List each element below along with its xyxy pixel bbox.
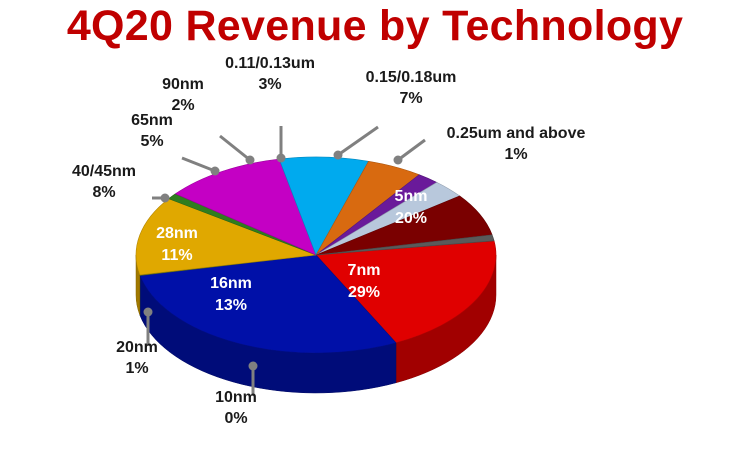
slice-label-11: 0.25um and above — [447, 125, 586, 142]
slice-value-2: 0% — [224, 410, 247, 427]
slice-value-8: 2% — [171, 97, 194, 114]
slice-value-7: 5% — [140, 133, 163, 150]
pie-slice-3 — [135, 198, 317, 276]
slice-label-10: 0.15/0.18um — [366, 69, 457, 86]
slice-value-0: 20% — [395, 210, 427, 227]
pie-top — [135, 156, 497, 354]
slice-value-3: 13% — [215, 297, 247, 314]
leader-line-10 — [337, 125, 379, 157]
pie-slice-1 — [139, 254, 397, 354]
slice-label-7: 65nm — [131, 112, 173, 129]
slice-label-2: 10nm — [215, 389, 257, 406]
leader-dot-2 — [248, 361, 258, 371]
slice-label-5: 28nm — [156, 225, 198, 242]
leader-line-11 — [397, 138, 426, 162]
slice-value-4: 1% — [125, 360, 148, 377]
slice-label-4: 20nm — [116, 339, 158, 356]
leader-dot-10 — [333, 150, 343, 160]
leader-dot-11 — [393, 155, 403, 165]
slice-label-8: 90nm — [162, 76, 204, 93]
slice-value-6: 8% — [92, 184, 115, 201]
leader-line-7 — [181, 156, 216, 173]
leader-dot-4 — [143, 307, 153, 317]
leader-dot-7 — [210, 166, 220, 176]
slice-label-0: 5nm — [395, 188, 428, 205]
leader-dot-8 — [245, 155, 255, 165]
chart-title: 4Q20 Revenue by Technology — [66, 2, 684, 50]
slice-value-1: 29% — [348, 284, 380, 301]
slice-value-5: 11% — [161, 247, 192, 264]
slice-label-6: 40/45nm — [72, 163, 136, 180]
slice-label-1: 7nm — [348, 262, 381, 279]
leader-line-8 — [219, 134, 251, 162]
slice-label-3: 16nm — [210, 275, 252, 292]
leader-dot-9 — [276, 153, 286, 163]
slice-label-9: 0.11/0.13um — [225, 55, 315, 72]
pie-slice-0 — [315, 240, 497, 344]
slice-value-11: 1% — [504, 146, 527, 163]
leader-dot-6 — [160, 193, 170, 203]
pie-slice-5 — [174, 158, 317, 256]
slice-value-10: 7% — [399, 90, 422, 107]
slice-value-9: 3% — [258, 76, 281, 93]
pie-slice-11 — [315, 234, 495, 256]
pie-labels: 5nm 20% 7nm 29% 10nm 0% 16nm 13% 20nm 1% 28nm 11% 40… — [72, 55, 585, 427]
